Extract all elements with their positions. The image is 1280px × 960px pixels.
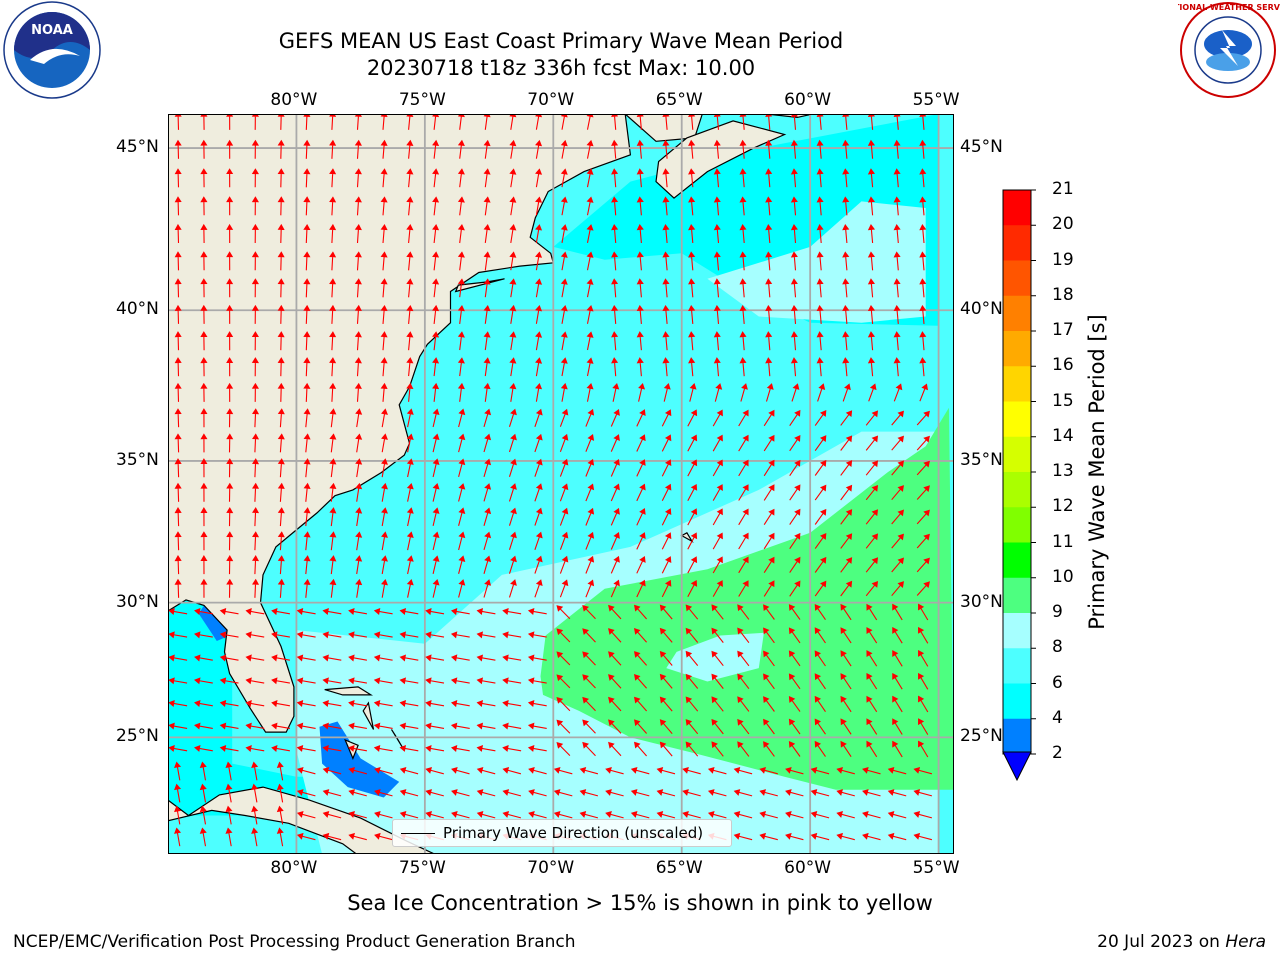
- lat-tick-left: 40°N: [116, 299, 159, 319]
- colorbar-block: [1003, 331, 1031, 367]
- lat-tick-left: 25°N: [116, 726, 159, 746]
- lon-tick-bottom: 70°W: [527, 858, 574, 878]
- colorbar-tick: 8: [1052, 637, 1063, 657]
- colorbar-tick: 10: [1052, 567, 1074, 587]
- chart-subtitle: 20230718 t18z 336h fcst Max: 10.00: [0, 55, 1122, 81]
- chart-title: GEFS MEAN US East Coast Primary Wave Mea…: [0, 28, 1122, 54]
- colorbar-tick: 2: [1052, 743, 1063, 763]
- colorbar-tick: 12: [1052, 496, 1074, 516]
- lon-tick-bottom: 65°W: [656, 858, 703, 878]
- colorbar-label: Primary Wave Mean Period [s]: [1085, 314, 1109, 630]
- date-text: 20 Jul 2023 on Hera: [1097, 932, 1266, 952]
- colorbar-tick: 11: [1052, 532, 1074, 552]
- map-frame: [168, 114, 954, 854]
- nws-logo: NATIONAL WEATHER SERVICE: [1178, 0, 1280, 100]
- colorbar-tick: 19: [1052, 250, 1074, 270]
- colorbar-tick: 13: [1052, 461, 1074, 481]
- lon-tick-top: 75°W: [399, 90, 446, 110]
- ice-note: Sea Ice Concentration > 15% is shown in …: [0, 891, 1280, 915]
- lat-tick-left: 45°N: [116, 137, 159, 157]
- noaa-logo: NOAA: [0, 0, 104, 100]
- colorbar-block: [1003, 684, 1031, 720]
- lat-tick-left: 30°N: [116, 592, 159, 612]
- colorbar-block: [1003, 437, 1031, 473]
- legend-line-icon: [401, 833, 435, 834]
- colorbar-block: [1003, 613, 1031, 649]
- colorbar-block: [1003, 543, 1031, 579]
- colorbar-block: [1003, 261, 1031, 297]
- colorbar-block: [1003, 402, 1031, 438]
- lon-tick-top: 70°W: [527, 90, 574, 110]
- lat-tick-left: 35°N: [116, 450, 159, 470]
- colorbar-tick: 16: [1052, 355, 1074, 375]
- lon-tick-top: 60°W: [784, 90, 831, 110]
- colorbar-block: [1003, 507, 1031, 543]
- colorbar-tick: 15: [1052, 391, 1074, 411]
- colorbar-block: [1003, 648, 1031, 684]
- lon-tick-bottom: 60°W: [784, 858, 831, 878]
- map-legend: Primary Wave Direction (unscaled): [392, 819, 732, 847]
- lon-tick-bottom: 75°W: [399, 858, 446, 878]
- colorbar-tick: 17: [1052, 320, 1074, 340]
- nws-logo-text: NATIONAL WEATHER SERVICE: [1178, 3, 1280, 12]
- colorbar-extend-min: [1003, 752, 1031, 780]
- colorbar-tick: 14: [1052, 426, 1074, 446]
- lon-tick-bottom: 80°W: [270, 858, 317, 878]
- colorbar-block: [1003, 578, 1031, 614]
- lon-tick-top: 65°W: [656, 90, 703, 110]
- lon-tick-bottom: 55°W: [913, 858, 960, 878]
- date-label: 20 Jul 2023 on: [1097, 932, 1225, 952]
- machine-name: Hera: [1225, 932, 1266, 952]
- colorbar-block: [1003, 190, 1031, 226]
- credit-text: NCEP/EMC/Verification Post Processing Pr…: [13, 932, 576, 952]
- lon-tick-top: 80°W: [270, 90, 317, 110]
- colorbar-tick: 6: [1052, 673, 1063, 693]
- legend-label: Primary Wave Direction (unscaled): [443, 824, 703, 842]
- colorbar-tick: 21: [1052, 179, 1074, 199]
- colorbar-tick: 20: [1052, 214, 1074, 234]
- noaa-logo-text: NOAA: [31, 23, 73, 38]
- colorbar-block: [1003, 472, 1031, 508]
- colorbar-block: [1003, 296, 1031, 332]
- colorbar: [990, 180, 1060, 790]
- colorbar-tick: 18: [1052, 285, 1074, 305]
- colorbar-tick: 4: [1052, 708, 1063, 728]
- colorbar-tick: 9: [1052, 602, 1063, 622]
- colorbar-block: [1003, 719, 1031, 755]
- lat-tick-right: 45°N: [960, 137, 1003, 157]
- colorbar-block: [1003, 366, 1031, 402]
- lon-tick-top: 55°W: [913, 90, 960, 110]
- colorbar-block: [1003, 225, 1031, 261]
